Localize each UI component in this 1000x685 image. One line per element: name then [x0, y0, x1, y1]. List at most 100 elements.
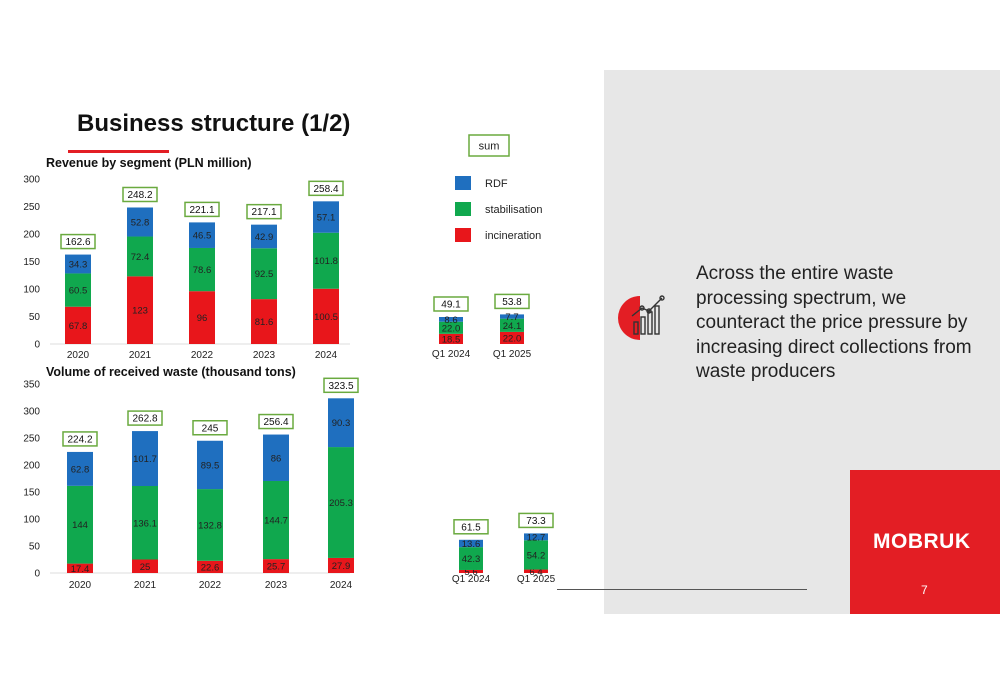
y-tick-label: 350	[23, 380, 40, 391]
year-value-label: 205.3	[329, 498, 353, 509]
year-sum-label: 256.4	[263, 417, 288, 428]
year-bar-incineration	[127, 276, 153, 344]
quarter-bar-RDF	[500, 314, 524, 319]
year-sum-box	[60, 233, 96, 250]
y-tick-label: 250	[23, 202, 40, 213]
legend-label-incineration: incineration	[485, 230, 541, 242]
y-tick-label: 100	[23, 515, 40, 526]
year-value-label: 57.1	[317, 213, 336, 224]
y-tick-label: 150	[23, 257, 40, 268]
year-value-label: 96	[197, 313, 208, 324]
year-bar-RDF	[189, 222, 215, 248]
year-bar-incineration	[189, 291, 215, 344]
year-value-label: 144	[72, 520, 88, 531]
legend-sum-box	[468, 134, 510, 157]
y-tick-label: 100	[23, 285, 40, 296]
title-underline	[68, 150, 169, 153]
year-category-label: 2021	[134, 580, 157, 591]
quarter-value-label: 13.6	[462, 539, 481, 550]
quarter-sum-box	[453, 519, 489, 535]
year-sum-label: 162.6	[65, 237, 90, 248]
quarter-value-label: 6.4	[529, 567, 542, 578]
year-value-label: 34.3	[69, 260, 88, 271]
quarter-sum-label: 61.5	[461, 522, 481, 533]
quarter-category-label: Q1 2025	[517, 574, 556, 585]
page-number: 7	[921, 583, 928, 597]
year-value-label: 136.1	[133, 518, 157, 529]
year-value-label: 81.6	[255, 317, 274, 328]
company-logo: MOBRUK	[873, 530, 971, 553]
quarter-value-label: 8.6	[444, 315, 457, 326]
year-bar-RDF	[197, 440, 223, 490]
year-value-label: 101.7	[133, 454, 157, 465]
year-category-label: 2020	[67, 350, 90, 361]
year-sum-label: 245	[202, 423, 219, 434]
quarter-value-label: 18.5	[442, 334, 461, 345]
y-tick-label: 50	[29, 312, 41, 323]
legend-swatch-RDF	[455, 176, 471, 190]
year-bar-RDF	[313, 201, 339, 233]
year-value-label: 101.8	[314, 256, 338, 267]
year-bar-RDF	[328, 398, 354, 448]
year-bar-incineration	[132, 559, 158, 573]
y-tick-label: 200	[23, 461, 40, 472]
year-bar-stabilisation	[313, 232, 339, 289]
quarter-sum-label: 49.1	[441, 299, 461, 310]
year-sum-box	[246, 203, 282, 220]
quarter-category-label: Q1 2024	[432, 349, 471, 360]
year-value-label: 92.5	[255, 269, 274, 280]
year-bar-incineration	[328, 557, 354, 573]
year-value-label: 86	[271, 453, 282, 464]
year-category-label: 2023	[253, 350, 276, 361]
quarter-category-label: Q1 2025	[493, 349, 532, 360]
year-bar-stabilisation	[197, 489, 223, 561]
year-bar-RDF	[263, 434, 289, 481]
year-category-label: 2024	[315, 350, 338, 361]
year-sum-box	[308, 180, 344, 197]
year-value-label: 25.7	[267, 562, 286, 573]
year-value-label: 100.5	[314, 312, 338, 323]
chart-title-revenue: Revenue by segment (PLN million)	[46, 156, 252, 170]
quarter-bar-stabilisation	[524, 540, 548, 570]
quarter-bar-RDF	[459, 539, 483, 548]
chart-growth-icon	[618, 292, 674, 344]
year-category-label: 2022	[199, 580, 222, 591]
quarter-bar-incineration	[439, 333, 463, 344]
year-category-label: 2020	[69, 580, 92, 591]
year-value-label: 67.8	[69, 321, 88, 332]
year-sum-box	[323, 377, 359, 394]
year-value-label: 132.8	[198, 520, 222, 531]
year-bar-incineration	[197, 560, 223, 573]
year-sum-label: 258.4	[313, 184, 338, 195]
year-bar-incineration	[313, 288, 339, 344]
quarter-bar-incineration	[500, 331, 524, 344]
footer-rule	[557, 589, 807, 590]
year-bar-RDF	[65, 254, 91, 274]
legend-label-stabilisation: stabilisation	[485, 204, 542, 216]
year-value-label: 90.3	[332, 418, 351, 429]
year-bar-stabilisation	[132, 486, 158, 560]
year-value-label: 144.7	[264, 516, 288, 527]
year-category-label: 2023	[265, 580, 288, 591]
year-value-label: 123	[132, 306, 148, 317]
year-bar-incineration	[251, 299, 277, 344]
year-bar-RDF	[127, 207, 153, 237]
year-sum-box	[184, 201, 220, 218]
quarter-value-label: 22.0	[503, 333, 522, 344]
year-sum-label: 224.2	[67, 434, 92, 445]
year-sum-label: 323.5	[328, 381, 353, 392]
year-value-label: 78.6	[193, 265, 212, 276]
year-sum-box	[258, 413, 294, 430]
year-bar-RDF	[251, 224, 277, 249]
quarter-value-label: 54.2	[527, 550, 546, 561]
year-value-label: 27.9	[332, 561, 351, 572]
year-value-label: 17.4	[71, 564, 90, 575]
brand-box	[850, 470, 1000, 614]
quarter-value-label: 12.7	[527, 532, 546, 543]
year-sum-label: 221.1	[189, 205, 214, 216]
quarter-sum-label: 53.8	[502, 297, 522, 308]
year-bar-incineration	[263, 559, 289, 573]
side-text: Across the entire waste processing spect…	[696, 263, 972, 382]
year-value-label: 72.4	[131, 252, 150, 263]
